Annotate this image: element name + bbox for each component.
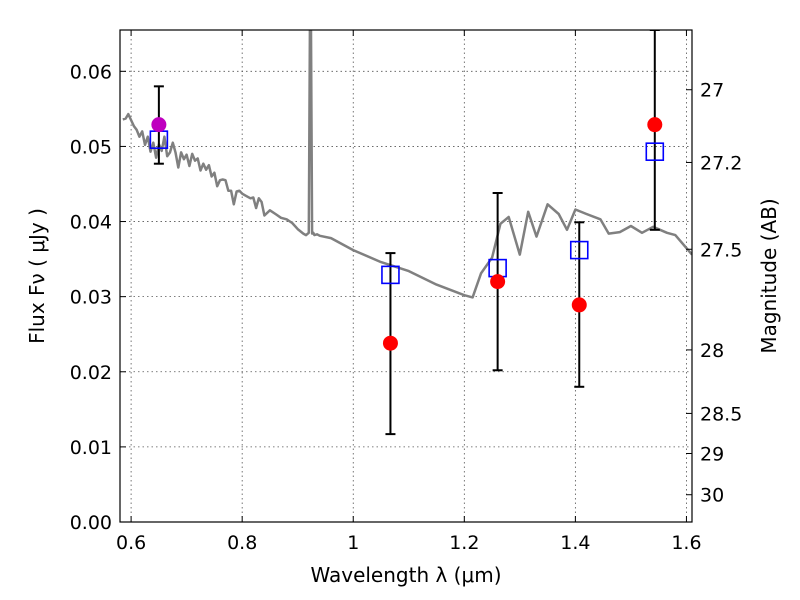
observed-point-marker	[647, 117, 663, 133]
x-tick-label: 1.4	[560, 532, 590, 554]
x-axis-label: Wavelength λ (μm)	[310, 563, 501, 587]
right-tick-label: 30	[700, 485, 724, 507]
right-tick-label: 27.5	[700, 239, 742, 261]
right-tick-label: 29	[700, 443, 724, 465]
observed-point-marker	[151, 117, 167, 133]
right-axis-label: Magnitude (AB)	[757, 198, 781, 353]
y-tick-label: 0.06	[70, 61, 112, 83]
grid-lines	[120, 30, 692, 523]
model-square-marker	[645, 142, 665, 161]
observed-point-marker	[382, 335, 398, 351]
right-tick-label: 28.5	[700, 403, 742, 425]
plot-area	[122, 30, 692, 436]
x-tick-label: 1.6	[671, 532, 701, 554]
y-axis-label: Flux Fν ( μJy )	[25, 208, 49, 344]
right-tick-label: 27.2	[700, 152, 742, 174]
right-tick-label: 27	[700, 80, 724, 102]
y-tick-label: 0.01	[70, 437, 112, 459]
observed-point-marker	[571, 297, 587, 313]
spectrum-line	[122, 30, 692, 299]
y-tick-label: 0.05	[70, 136, 112, 158]
x-tick-label: 0.6	[116, 532, 146, 554]
observed-point-marker	[490, 274, 506, 290]
axes-frame	[119, 29, 693, 523]
y-tick-label: 0.00	[70, 512, 112, 534]
x-tick-label: 0.8	[227, 532, 257, 554]
right-tick-label: 28	[700, 340, 724, 362]
x-tick-label: 1.2	[449, 532, 479, 554]
axis-ticks: 0.6 0.8 1 1.2 1.4 1.6 0.00 0.01 0.02 0.03 0.04 0.05…	[70, 30, 742, 554]
model-square-marker	[569, 240, 589, 260]
y-tick-label: 0.03	[70, 287, 112, 309]
x-tick-label: 1	[347, 532, 359, 554]
y-tick-label: 0.02	[70, 362, 112, 384]
model-square-marker	[381, 265, 400, 285]
y-tick-label: 0.04	[70, 212, 112, 234]
